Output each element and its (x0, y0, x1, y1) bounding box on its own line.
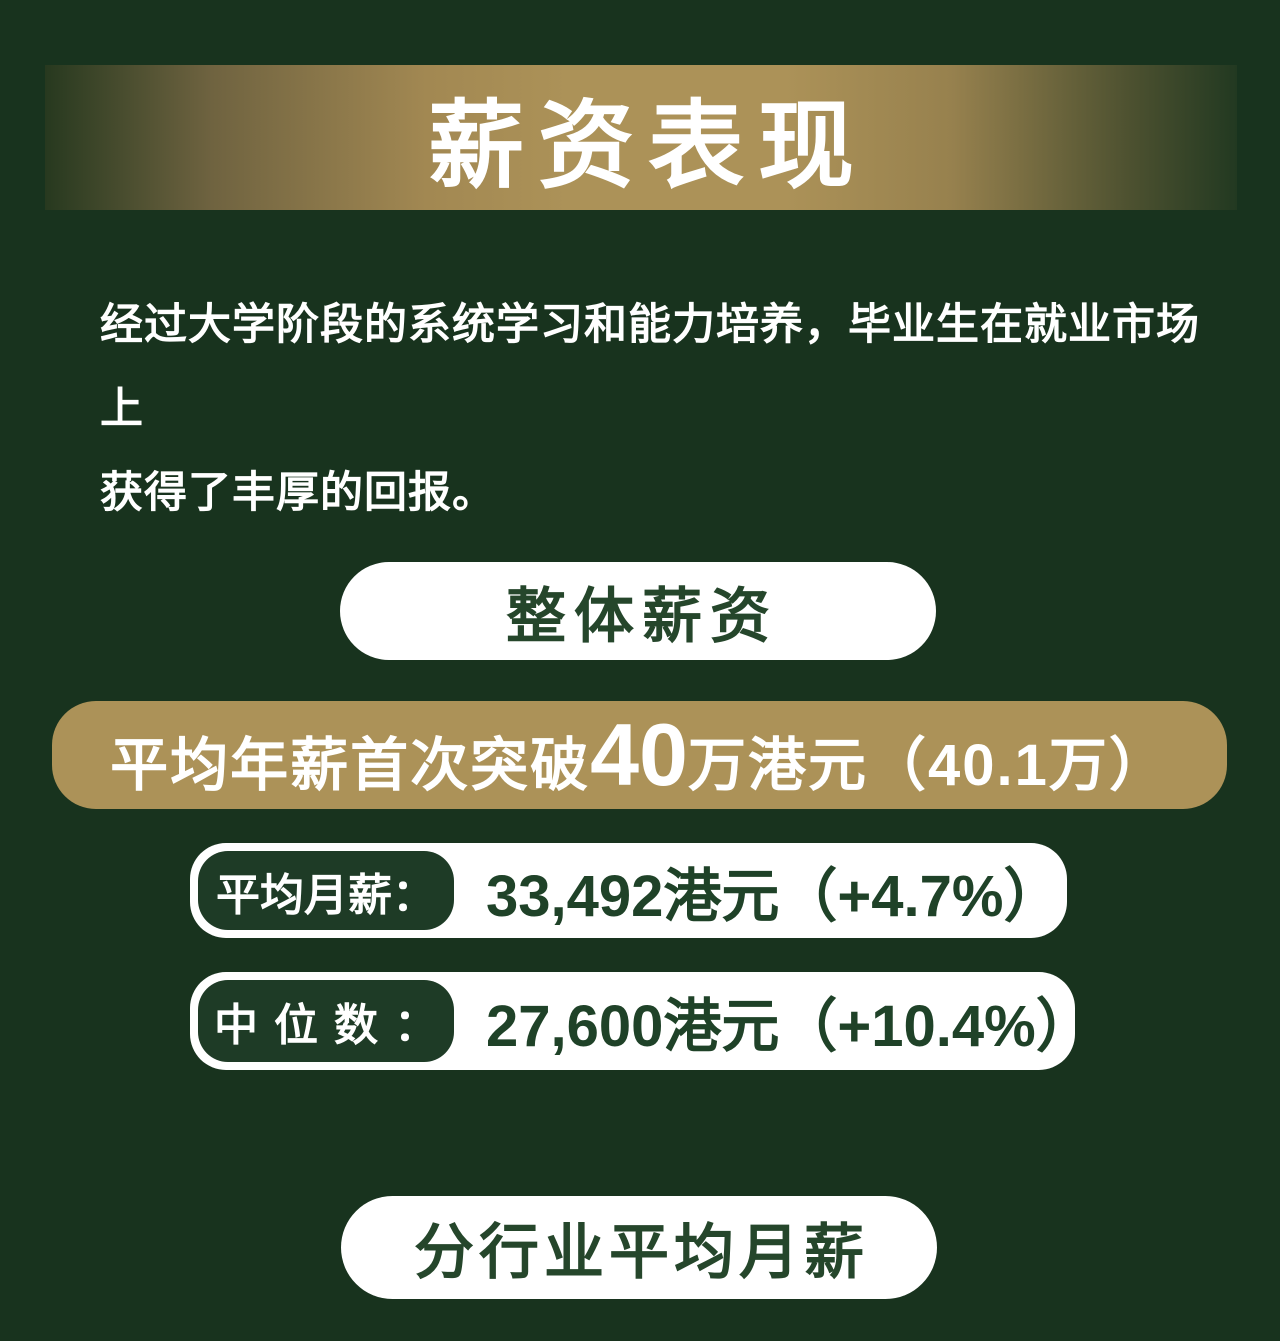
section-pill-industry-label: 分行业平均月薪 (414, 1219, 869, 1286)
intro-paragraph: 经过大学阶段的系统学习和能力培养，毕业生在就业市场上 获得了丰厚的回报。 (100, 283, 1200, 535)
intro-line-2: 获得了丰厚的回报。 (100, 469, 496, 517)
stat-label-average-monthly-salary-text: 平均月薪： (216, 870, 436, 920)
intro-line-1: 经过大学阶段的系统学习和能力培养，毕业生在就业市场上 (100, 301, 1200, 433)
stat-label-median-salary: 中位数： (198, 980, 454, 1062)
highlight-big-number: 40 (590, 705, 688, 804)
stat-row-average-monthly-salary: 平均月薪： 33,492港元（+4.7%） (190, 843, 1067, 938)
stat-label-median-salary-text: 中位数： (214, 1001, 454, 1050)
section-pill-overall-salary: 整体薪资 (340, 562, 936, 660)
stat-value-median-salary: 27,600港元（+10.4%） (486, 994, 1094, 1059)
stat-label-average-monthly-salary: 平均月薪： (198, 851, 454, 930)
page-title: 薪资表现 (428, 93, 868, 200)
stat-row-median-salary: 中位数： 27,600港元（+10.4%） (190, 972, 1094, 1070)
highlight-prefix: 平均年薪首次突破 (110, 733, 591, 798)
section-pill-industry-average-monthly-salary: 分行业平均月薪 (341, 1196, 937, 1299)
section-pill-overall-salary-label: 整体薪资 (506, 582, 778, 650)
highlight-suffix: 万港元（40.1万） (688, 733, 1169, 798)
annual-salary-highlight-banner: 平均年薪首次突破40万港元（40.1万） (52, 701, 1227, 809)
title-banner: 薪资表现 (45, 65, 1237, 210)
stat-value-average-monthly-salary: 33,492港元（+4.7%） (486, 863, 1062, 929)
